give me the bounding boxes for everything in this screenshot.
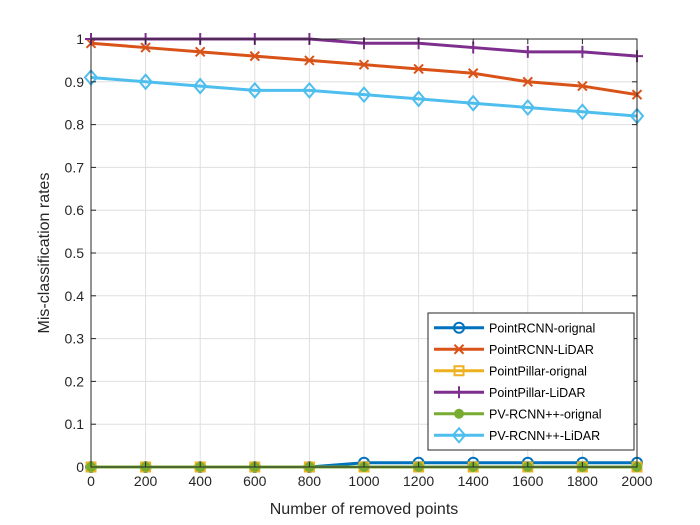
legend-label: PointRCNN-LiDAR	[489, 343, 594, 357]
x-axis-label: Number of removed points	[270, 501, 459, 518]
data-point-pv-rcnn-lidar	[302, 81, 317, 99]
legend-label: PV-RCNN++-orignal	[489, 407, 602, 421]
legend-label: PointPillar-LiDAR	[489, 386, 586, 400]
legend-label: PointRCNN-orignal	[489, 321, 595, 335]
x-tick-label: 1600	[512, 473, 543, 489]
y-tick-label: 0.6	[65, 202, 85, 218]
x-tick-label: 2000	[621, 473, 652, 489]
series-line-pv-rcnn-lidar	[90, 76, 638, 118]
legend-marker	[451, 426, 467, 444]
x-tick-label: 800	[298, 473, 322, 489]
y-tick-label: 0.1	[65, 416, 85, 432]
data-point-pointrcnn-lidar	[140, 42, 151, 53]
legend-marker	[453, 344, 465, 355]
data-point-pv-rcnn-lidar	[575, 103, 590, 121]
x-tick-label: 1400	[458, 473, 489, 489]
legend-marker	[453, 321, 465, 334]
legend-label: PointPillar-orignal	[489, 364, 587, 378]
x-tick-label: 0	[87, 473, 95, 489]
data-point-pointrcnn-lidar	[249, 50, 261, 62]
legend-label: PV-RCNN++-LiDAR	[489, 429, 600, 443]
y-tick-label: 0.2	[65, 373, 85, 389]
x-tick-label: 600	[243, 473, 267, 489]
data-point-pv-rcnn-lidar	[465, 94, 481, 112]
data-point-pointpillar-lidar	[576, 45, 589, 58]
data-point-pointrcnn-lidar	[522, 76, 534, 88]
data-point-pointrcnn-lidar	[467, 68, 479, 79]
data-point-pointpillar-lidar	[521, 45, 534, 58]
y-tick-label: 0.5	[65, 245, 85, 261]
legend-box	[427, 312, 635, 451]
y-tick-label: 0.4	[65, 288, 85, 304]
legend-entry-pointrcnn-orignal: PointRCNN-orignal	[434, 321, 595, 335]
legend-entry-pv-rcnn-orignal: PV-RCNN++-orignal	[434, 407, 602, 421]
legend-entry-pointrcnn-lidar: PointRCNN-LiDAR	[434, 343, 594, 357]
data-point-pointrcnn-lidar	[194, 46, 206, 58]
legend: PointRCNN-orignal PointRCNN-LiDAR PointPil…	[427, 312, 635, 451]
series-pointrcnn-lidar	[85, 38, 643, 100]
y-axis-label: Mis-classification rates	[36, 173, 53, 334]
y-tick-label: 0.3	[65, 331, 85, 347]
data-point-pointrcnn-lidar	[358, 59, 370, 70]
y-tick-label: 0.7	[65, 159, 85, 175]
y-tick-label: 0.9	[65, 74, 85, 90]
x-tick-label: 200	[134, 473, 158, 489]
tick-labels: 0 200 400 600 800 1000 1200 1400 1600 1800 2000 0 0.…	[65, 31, 653, 489]
y-tick-label: 1	[76, 31, 84, 47]
data-point-pv-rcnn-lidar	[192, 77, 208, 95]
legend-marker	[453, 386, 465, 399]
x-tick-label: 1000	[348, 473, 379, 489]
legend-entry-pointpillar-orignal: PointPillar-orignal	[434, 364, 587, 378]
data-point-pv-rcnn-lidar	[138, 73, 153, 91]
data-point-pointrcnn-lidar	[577, 80, 588, 92]
x-tick-label: 1800	[567, 473, 598, 489]
data-point-pv-rcnn-lidar	[411, 90, 426, 108]
legend-entry-pointpillar-lidar: PointPillar-LiDAR	[434, 386, 586, 400]
data-point-pointrcnn-lidar	[304, 55, 315, 66]
x-tick-label: 400	[189, 473, 213, 489]
y-tick-label: 0	[76, 459, 84, 475]
y-tick-label: 0.8	[65, 117, 85, 133]
legend-marker	[454, 408, 464, 419]
x-tick-label: 1200	[403, 473, 434, 489]
legend-entry-pv-rcnn-lidar: PV-RCNN++-LiDAR	[434, 426, 600, 444]
data-point-pointrcnn-lidar	[413, 63, 424, 75]
legend-marker	[453, 365, 465, 377]
data-point-pv-rcnn-lidar	[356, 86, 372, 104]
data-point-pv-rcnn-lidar	[520, 98, 536, 117]
data-point-pv-rcnn-lidar	[247, 81, 263, 99]
